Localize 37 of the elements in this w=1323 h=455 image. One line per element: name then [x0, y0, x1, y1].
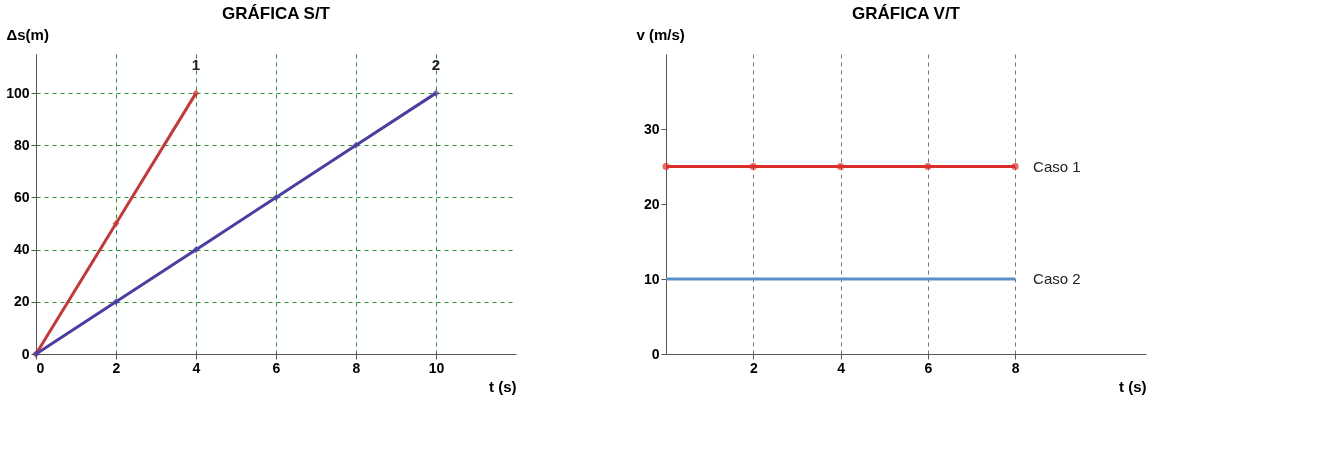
- point: [352, 141, 360, 149]
- y-tick-label: 40: [13, 241, 30, 258]
- point: [112, 220, 120, 228]
- y-tick-label: 0: [21, 345, 30, 362]
- chart-title: GRÁFICA V/T: [852, 4, 961, 23]
- x-tick-label: 6: [272, 359, 281, 376]
- x-tick-label: 4: [192, 359, 201, 376]
- y-tick-label: 10: [643, 270, 660, 287]
- x-tick-label: 8: [1011, 359, 1020, 376]
- x-tick-label: 10: [428, 359, 445, 376]
- y-axis-title: Δs(m): [6, 25, 49, 43]
- point: [192, 246, 200, 254]
- x-tick-label: 6: [924, 359, 933, 376]
- y-axis-title: v (m/s): [636, 25, 685, 43]
- x-tick-label: 2: [112, 359, 121, 376]
- point: [272, 193, 280, 202]
- point: [432, 89, 440, 97]
- x-tick-label: 8: [352, 359, 361, 376]
- series-label: Caso 1: [1033, 157, 1081, 175]
- x-tick-label: 4: [837, 359, 846, 376]
- y-tick-label: 80: [13, 136, 30, 153]
- y-tick-label: 0: [651, 345, 660, 362]
- x-axis-title: t (s): [489, 377, 517, 395]
- point: [112, 298, 120, 306]
- point: [192, 89, 200, 97]
- y-tick-label: 30: [643, 120, 660, 137]
- series-label: Caso 2: [1033, 270, 1081, 287]
- y-tick-label: 100: [6, 84, 30, 101]
- x-tick-label: 2: [749, 359, 758, 376]
- y-tick-label: 20: [643, 195, 660, 212]
- x-tick-label: 0: [36, 359, 45, 376]
- chart-title: GRÁFICA S/T: [222, 4, 331, 23]
- series-label: 2: [431, 56, 441, 74]
- x-axis-title: t (s): [1119, 377, 1147, 395]
- y-tick-label: 60: [13, 188, 30, 205]
- series-label: 1: [191, 56, 201, 74]
- y-tick-label: 20: [13, 293, 30, 310]
